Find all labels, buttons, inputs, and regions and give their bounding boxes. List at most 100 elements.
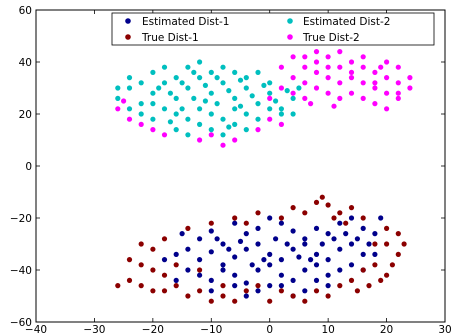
data-point: [395, 64, 401, 70]
data-point: [167, 119, 173, 125]
data-point: [278, 220, 284, 226]
data-point: [197, 288, 203, 294]
data-point: [173, 251, 179, 257]
data-point: [372, 231, 378, 237]
data-point: [185, 225, 191, 231]
data-point: [395, 80, 401, 86]
data-point: [354, 288, 360, 294]
data-point: [161, 106, 168, 112]
data-point: [348, 277, 355, 283]
data-point: [360, 267, 366, 273]
data-point: [232, 106, 238, 112]
data-point: [232, 220, 238, 226]
data-point: [232, 137, 238, 143]
data-point: [208, 288, 214, 294]
data-point: [360, 80, 366, 86]
data-point: [173, 75, 179, 81]
data-point: [197, 272, 203, 278]
data-point: [325, 283, 331, 289]
data-point: [185, 85, 191, 91]
y-tick-label: −60: [10, 317, 32, 329]
data-point: [372, 69, 378, 75]
data-point: [220, 64, 226, 70]
series-true-dist-2: [115, 49, 413, 148]
data-point: [249, 93, 255, 99]
data-point: [348, 75, 355, 81]
data-point: [202, 98, 208, 104]
data-point: [173, 262, 179, 268]
data-point: [208, 220, 214, 226]
data-point: [226, 124, 232, 130]
data-point: [278, 106, 284, 112]
data-point: [278, 257, 284, 263]
data-point: [308, 257, 314, 263]
data-point: [161, 288, 168, 294]
data-point: [313, 199, 320, 205]
data-point: [185, 293, 191, 299]
data-point: [243, 288, 249, 294]
data-point: [115, 283, 121, 289]
legend-marker-estimated-dist-1: [125, 18, 131, 24]
data-point: [191, 95, 197, 101]
data-point: [208, 228, 214, 234]
data-point: [407, 75, 413, 81]
series-estimated-dist-1: [161, 215, 384, 299]
data-point: [243, 293, 249, 299]
data-point: [191, 69, 197, 75]
data-point: [343, 231, 349, 237]
data-point: [226, 88, 232, 94]
data-point: [267, 90, 273, 96]
data-point: [348, 262, 355, 268]
data-point: [161, 64, 168, 70]
y-tick-label: −20: [10, 213, 32, 225]
data-point: [232, 69, 238, 75]
data-point: [331, 215, 337, 221]
data-point: [366, 283, 372, 289]
legend-label-estimated-dist-2: Estimated Dist-2: [303, 16, 390, 28]
data-point: [401, 241, 407, 247]
data-point: [395, 95, 401, 101]
data-point: [319, 194, 325, 200]
data-point: [255, 283, 261, 289]
legend: Estimated Dist-1 True Dist-1 Estimated D…: [111, 12, 435, 46]
data-point: [302, 64, 308, 70]
x-tick-label: −30: [83, 324, 105, 335]
data-point: [354, 236, 360, 242]
data-point: [255, 225, 261, 231]
series-true-dist-1: [115, 194, 407, 304]
y-tick-label: 40: [19, 57, 32, 69]
data-point: [337, 283, 343, 289]
data-point: [348, 69, 355, 75]
data-point: [243, 111, 249, 117]
data-point: [126, 116, 133, 122]
data-point: [161, 132, 168, 138]
points-layer: [115, 49, 413, 304]
data-point: [325, 293, 331, 299]
data-point: [284, 88, 290, 94]
data-point: [214, 236, 220, 242]
data-point: [243, 127, 249, 133]
data-point: [395, 231, 401, 237]
data-point: [197, 121, 203, 127]
data-point: [214, 101, 220, 107]
data-point: [255, 210, 261, 216]
data-point: [138, 283, 144, 289]
data-point: [126, 75, 133, 81]
data-point: [150, 288, 156, 294]
data-point: [255, 288, 261, 294]
data-point: [255, 116, 261, 122]
data-point: [197, 106, 203, 112]
data-point: [296, 85, 302, 91]
data-point: [232, 95, 238, 101]
legend-marker-estimated-dist-2: [287, 18, 293, 24]
data-point: [313, 251, 320, 257]
data-point: [337, 246, 343, 252]
data-point: [313, 69, 320, 75]
data-point: [237, 238, 244, 244]
data-point: [267, 262, 273, 268]
data-point: [302, 95, 308, 101]
data-point: [325, 64, 331, 70]
data-point: [138, 121, 144, 127]
